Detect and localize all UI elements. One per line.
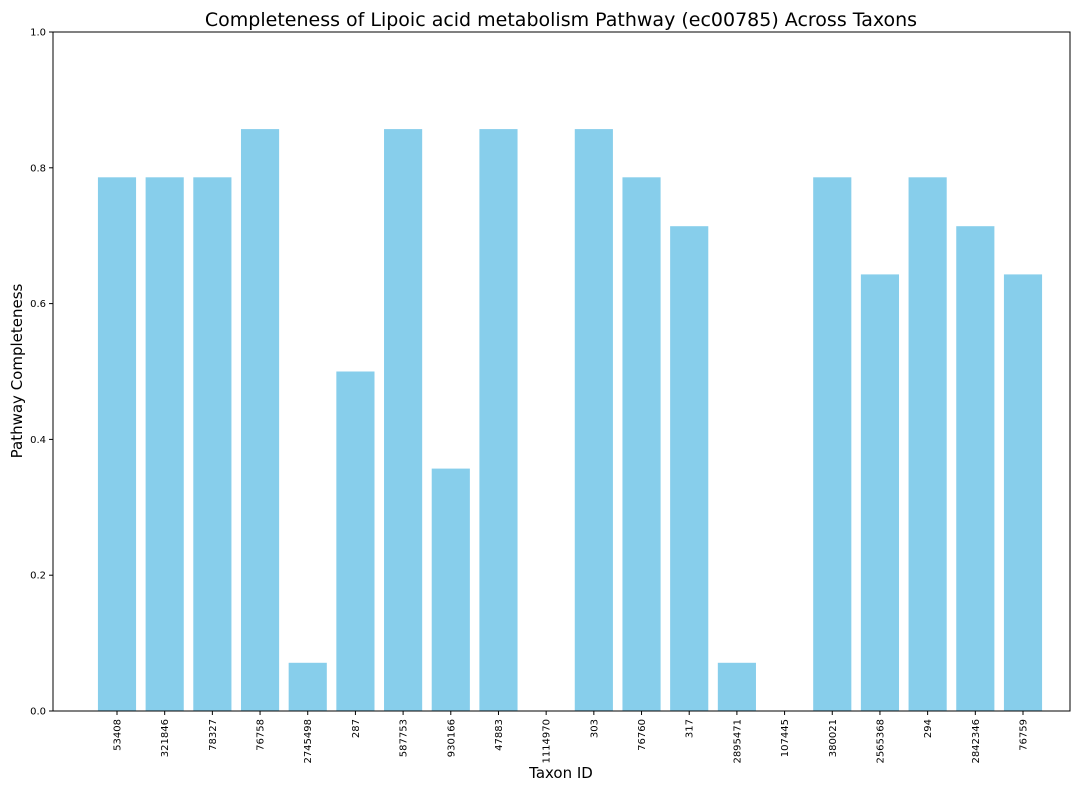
bar-2565368 [860, 274, 900, 711]
chart-title: Completeness of Lipoic acid metabolism P… [205, 9, 917, 31]
x-tick-label: 2842346 [971, 719, 982, 764]
bar-2745498 [288, 662, 327, 711]
bar-76759 [1003, 274, 1043, 711]
y-axis-label: Pathway Completeness [8, 283, 26, 458]
y-tick-label: 0.4 [30, 435, 46, 446]
bar-2842346 [956, 226, 995, 711]
y-tick-label: 0.6 [30, 299, 46, 310]
x-tick-label: 76758 [256, 719, 267, 751]
bar-294 [908, 177, 947, 711]
x-tick-label: 76759 [1019, 719, 1030, 751]
bar-76758 [240, 129, 280, 712]
x-tick-label: 930166 [446, 719, 457, 757]
bar-587753 [384, 129, 423, 712]
x-tick-label: 380021 [828, 719, 839, 757]
x-axis-label: Taxon ID [528, 764, 593, 782]
x-tick-label: 321846 [160, 719, 171, 757]
bar-76760 [622, 177, 661, 711]
x-tick-label: 107445 [780, 719, 791, 757]
plot-frame [52, 31, 1071, 712]
x-tick-label: 1114970 [542, 719, 553, 764]
bar-930166 [431, 468, 470, 711]
bar-287 [336, 371, 375, 711]
bar-78327 [193, 177, 232, 711]
y-tick-label: 1.0 [30, 28, 46, 39]
x-tick-label: 47883 [494, 719, 505, 751]
bar-317 [670, 226, 709, 711]
bar-321846 [145, 177, 184, 711]
x-tick-label: 317 [685, 719, 696, 738]
bar-47883 [479, 129, 518, 712]
bar-2895471 [717, 662, 756, 711]
y-tick-label: 0.2 [30, 571, 46, 582]
bar-303 [574, 129, 613, 712]
bar-380021 [813, 177, 852, 711]
x-tick-label: 2895471 [732, 719, 743, 764]
x-tick-label: 78327 [208, 719, 219, 751]
x-tick-label: 2745498 [303, 719, 314, 764]
x-tick-label: 294 [923, 719, 934, 738]
y-tick-label: 0.8 [30, 163, 46, 174]
x-tick-label: 587753 [399, 719, 410, 757]
x-tick-label: 303 [589, 719, 600, 738]
plot-area: 0.0 0.2 0.4 0.6 0.8 1.0 53408 321846 78327 76758 2… [30, 28, 1043, 764]
x-tick-label: 2565368 [875, 719, 886, 764]
x-tick-label: 53408 [113, 719, 124, 751]
x-tick-label: 76760 [637, 719, 648, 751]
x-tick-label: 287 [351, 719, 362, 738]
bar-53408 [97, 177, 137, 711]
y-tick-label: 0.0 [30, 707, 46, 718]
